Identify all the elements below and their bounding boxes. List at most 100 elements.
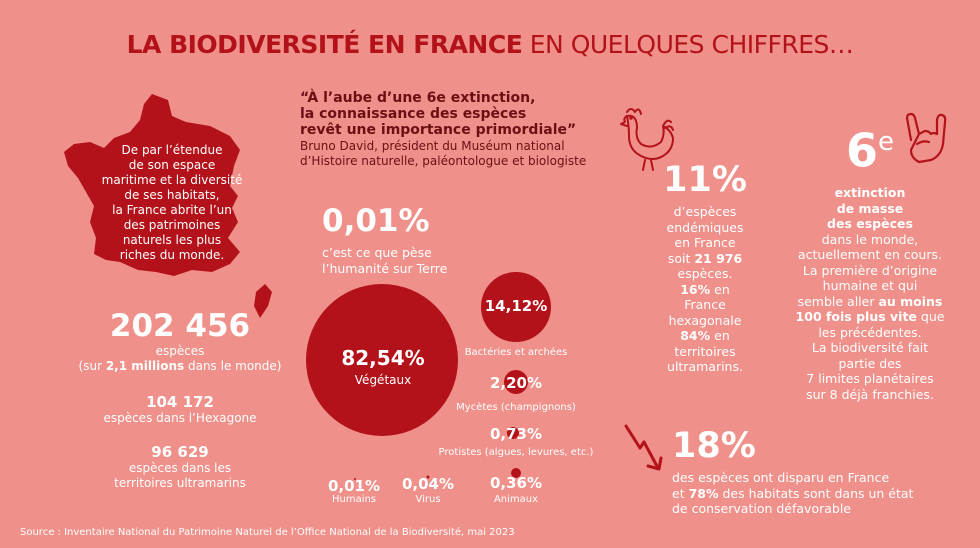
rooster-icon bbox=[620, 108, 674, 171]
endemic-line: 16% en bbox=[645, 282, 765, 298]
france-line: De par l’étendue bbox=[121, 143, 223, 157]
extinction-line: semble aller au moins bbox=[780, 294, 960, 310]
extinction-line: La première d’origine bbox=[802, 262, 938, 278]
mycetes-label: Mycètes (champignons) bbox=[456, 402, 576, 413]
extinction-line: La biodiversité fait bbox=[811, 340, 929, 356]
rock-hand-icon bbox=[905, 112, 947, 164]
species-world: (sur 2,1 millions dans le monde) bbox=[60, 359, 300, 374]
endemic-line: hexagonale bbox=[668, 312, 742, 328]
vegetaux-value: 82,54% bbox=[341, 346, 425, 370]
species-hexagone: 104 172 espèces dans l’Hexagone bbox=[60, 393, 300, 426]
extinction-bold: extinction bbox=[834, 185, 906, 201]
species-outremer-value: 96 629 bbox=[151, 443, 209, 461]
down-arrow-icon bbox=[624, 424, 663, 471]
quote-author: d’Histoire naturelle, paléontologue et b… bbox=[300, 154, 587, 168]
extinction-value: 6e bbox=[780, 115, 960, 177]
endemic-count: 21 976 bbox=[694, 250, 743, 266]
extinction-line: 100 fois plus vite que bbox=[780, 309, 960, 325]
endemic-line: espèces. bbox=[677, 266, 733, 281]
bubble-mycetes bbox=[504, 370, 528, 394]
endemic-block: 11% d’espèces endémiques en France soit … bbox=[645, 160, 765, 375]
biomass-bubble-chart bbox=[306, 272, 551, 480]
france-line: riches du monde. bbox=[119, 248, 225, 262]
france-map-icon bbox=[64, 94, 272, 318]
extinction-line: partie des bbox=[838, 355, 902, 371]
disappeared-pre: et bbox=[672, 485, 689, 501]
world-bold: 2,1 millions bbox=[105, 359, 185, 373]
france-line: de son espace bbox=[128, 158, 216, 172]
bubble-vegetaux bbox=[306, 284, 458, 436]
extinction-number: 6 bbox=[845, 123, 878, 178]
disappeared-line: et 78% des habitats sont dans un état bbox=[672, 486, 932, 502]
france-line: maritime et la diversité bbox=[101, 173, 243, 187]
quote-author: Bruno David, président du Muséum nationa… bbox=[300, 139, 565, 153]
protistes-label: Protistes (algues, levures, etc.) bbox=[438, 447, 594, 458]
extinction-l5bold: au moins bbox=[878, 293, 943, 309]
endemic-line: 84% en bbox=[645, 328, 765, 344]
disappeared-post: des habitats sont dans un état bbox=[718, 485, 914, 501]
species-total-value: 202 456 bbox=[109, 308, 251, 344]
endemic-line: en France bbox=[674, 235, 736, 250]
extinction-bold: des espèces bbox=[827, 216, 913, 232]
page-title: LA BIODIVERSITÉ EN FRANCE EN QUELQUES CH… bbox=[0, 30, 980, 59]
extinction-l5pre: semble aller bbox=[797, 293, 879, 309]
extinction-text: extinction de masse des espèces dans le … bbox=[780, 185, 960, 402]
france-line: naturels les plus bbox=[122, 233, 222, 247]
protistes-value: 0,73% bbox=[489, 425, 543, 443]
species-outremer: 96 629 espèces dans les territoires ultr… bbox=[60, 443, 300, 491]
animaux-label: Animaux bbox=[493, 494, 539, 505]
extinction-block: 6e extinction de masse des espèces dans … bbox=[780, 115, 960, 402]
humanity-value: 0,01% bbox=[322, 203, 430, 239]
title-bold: LA BIODIVERSITÉ EN FRANCE bbox=[126, 30, 523, 59]
bubble-humains bbox=[354, 478, 356, 480]
bubble-protistes bbox=[507, 427, 519, 439]
endemic-p84: 84% bbox=[680, 328, 711, 343]
endemic-line: France bbox=[684, 297, 726, 312]
animaux-value: 0,36% bbox=[489, 474, 543, 492]
extinction-line: 7 limites planétaires bbox=[806, 371, 934, 387]
bacteries-value: 14,12% bbox=[484, 297, 548, 315]
species-outremer-label: espèces dans les bbox=[128, 461, 232, 475]
humanity-line: c’est ce que pèse bbox=[322, 245, 432, 260]
humanity-line: l’humanité sur Terre bbox=[322, 261, 448, 276]
species-total-label: espèces bbox=[155, 344, 205, 358]
quote-line: “À l’aube d’une 6e extinction, bbox=[300, 90, 536, 106]
bubble-bacteries bbox=[481, 272, 551, 342]
disappeared-bold: 78% bbox=[688, 485, 719, 501]
humains-label: Humains bbox=[331, 494, 377, 505]
extinction-bold: de masse bbox=[836, 200, 904, 216]
endemic-line: d’espèces bbox=[673, 204, 737, 219]
france-line: de ses habitats, bbox=[124, 188, 220, 202]
vegetaux-label: Végétaux bbox=[354, 373, 412, 387]
mycetes-value: 2,20% bbox=[489, 374, 543, 392]
bubble-animaux bbox=[511, 468, 521, 478]
extinction-l6bold: 100 fois plus vite bbox=[795, 309, 917, 325]
france-description: De par l’étendue de son espace maritime … bbox=[98, 143, 246, 263]
extinction-sup: e bbox=[878, 127, 894, 157]
disappeared-line: de conservation défavorable bbox=[672, 501, 851, 516]
quote-line: revêt une importance primordiale” bbox=[300, 122, 577, 138]
endemic-p16: 16% bbox=[680, 281, 711, 297]
virus-value: 0,04% bbox=[401, 475, 455, 493]
world-post: dans le monde) bbox=[184, 359, 282, 373]
extinction-l6post: que bbox=[916, 309, 945, 325]
title-light: EN QUELQUES CHIFFRES… bbox=[529, 30, 854, 59]
bacteries-label: Bactéries et archées bbox=[464, 347, 568, 358]
world-pre: (sur bbox=[78, 359, 106, 373]
endemic-line: ultramarins. bbox=[667, 359, 743, 374]
extinction-line: les précédentes. bbox=[818, 324, 922, 340]
source-note: Source : Inventaire National du Patrimoi… bbox=[20, 527, 515, 538]
endemic-text: d’espèces endémiques en France soit 21 9… bbox=[645, 204, 765, 375]
virus-label: Virus bbox=[415, 494, 441, 505]
species-hexagone-value: 104 172 bbox=[146, 393, 214, 411]
quote-line: la connaissance des espèces bbox=[300, 106, 527, 122]
endemic-en2: en bbox=[710, 328, 730, 343]
quote-block: “À l’aube d’une 6e extinction, la connai… bbox=[300, 90, 600, 169]
endemic-line: soit 21 976 bbox=[645, 251, 765, 267]
france-line: des patrimoines bbox=[123, 218, 221, 232]
endemic-value: 11% bbox=[663, 160, 747, 200]
disappeared-line: des espèces ont disparu en France bbox=[672, 470, 890, 485]
endemic-en: en bbox=[710, 281, 730, 297]
extinction-line: dans le monde, bbox=[821, 231, 919, 247]
humains-value: 0,01% bbox=[327, 477, 381, 495]
